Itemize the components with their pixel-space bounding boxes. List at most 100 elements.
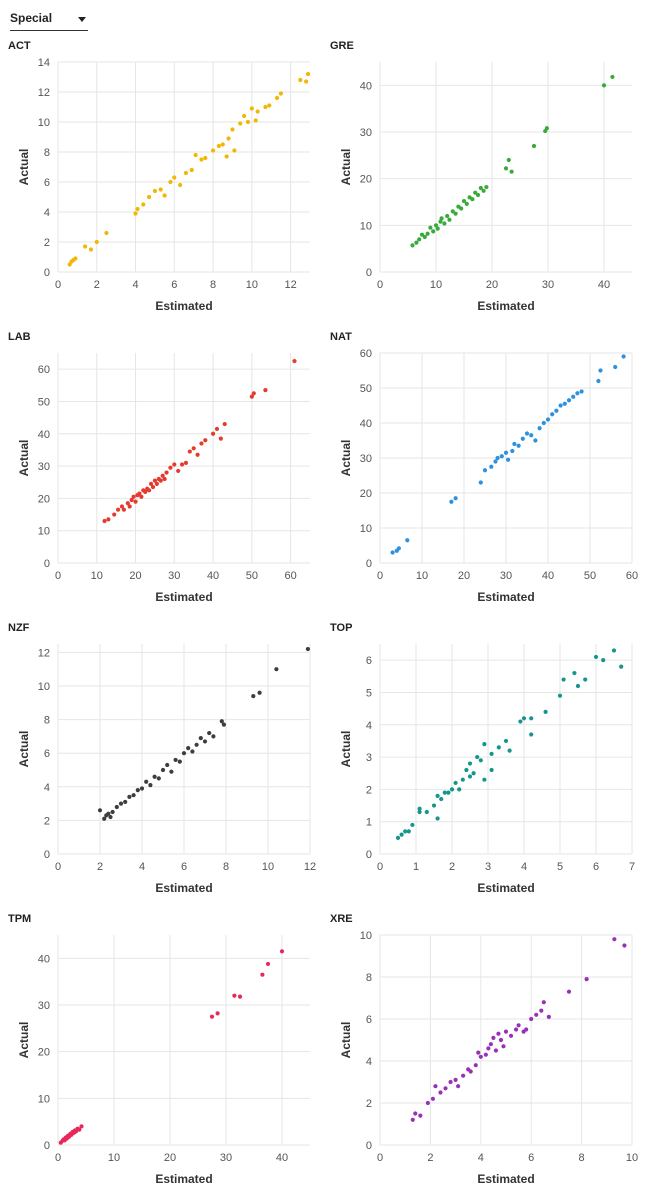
y-tick-label: 8 [366,972,372,984]
x-tick-label: 8 [223,861,229,873]
data-point [241,113,247,119]
y-tick-label: 20 [38,493,50,505]
data-point [503,1029,509,1034]
data-point [425,1100,430,1106]
x-tick-label: 30 [220,1152,232,1164]
data-point [193,152,198,158]
data-point [168,465,173,470]
data-point [179,462,185,467]
data-point [453,1077,458,1082]
data-point [186,746,191,751]
data-point [147,194,152,200]
data-point [584,977,589,982]
panel-title: NZF [8,622,30,634]
data-point [152,774,157,779]
x-tick-label: 0 [377,1152,383,1164]
y-tick-label: 30 [360,453,372,465]
data-point [141,202,146,207]
data-point [428,225,433,230]
data-point [133,499,138,504]
scatter-plot: 0 10 20 30 40 50 60 0 10 20 30 40 50 60 Estimated Actua… [339,348,638,604]
data-point [431,803,437,808]
x-tick-label: 7 [629,861,635,873]
y-tick-label: 20 [38,1047,50,1059]
y-tick-label: 0 [366,558,372,570]
data-point [207,730,212,736]
y-tick-label: 12 [38,647,50,659]
x-tick-label: 2 [427,1152,433,1164]
data-point [154,481,159,486]
data-point [507,748,512,753]
x-tick-label: 6 [181,861,187,873]
data-point [418,1113,423,1118]
data-point [150,484,156,490]
y-tick-label: 0 [366,1140,372,1152]
data-point [83,244,88,249]
data-point [520,436,525,441]
data-point [529,732,534,737]
data-point [115,507,121,512]
data-point [473,190,478,195]
y-tick-label: 6 [44,748,50,760]
data-point [478,480,483,485]
data-point [471,771,476,776]
x-axis-label: Estimated [477,590,534,604]
data-point [190,749,195,754]
data-point [438,1090,443,1095]
data-point [450,209,455,214]
data-point [173,757,178,763]
data-point [579,389,584,394]
data-point [503,450,509,455]
data-point [414,240,419,245]
data-point [79,1124,84,1129]
x-tick-label: 30 [542,279,554,291]
data-point [135,206,140,212]
data-point [202,739,208,744]
data-point [499,454,504,459]
data-point [503,738,509,744]
data-point [189,167,194,173]
x-axis-label: Estimated [155,590,212,604]
panel-title: TOP [330,622,353,634]
y-tick-label: 40 [360,418,372,430]
data-point [210,148,216,153]
x-tick-label: 8 [210,279,216,291]
data-point [622,943,627,948]
data-point [399,832,404,837]
data-point [274,95,280,101]
data-point [102,518,107,524]
y-tick-label: 6 [366,1014,372,1026]
data-point [524,431,530,436]
filter-dropdown[interactable]: Special [10,8,88,31]
data-point [253,118,258,123]
x-tick-label: 10 [246,279,258,291]
data-point [550,412,555,417]
data-point [533,438,538,443]
data-point [410,1117,415,1122]
x-tick-label: 2 [97,861,103,873]
scatter-panel-xre: XRE 0 2 4 6 8 10 0 2 4 6 8 10 Estimated Actual [330,913,642,1188]
data-point [425,231,430,236]
y-tick-label: 8 [44,147,50,159]
scatter-plot: 0 10 20 30 40 0 10 20 30 40 Estimated Actual [17,935,310,1186]
data-point [438,219,443,224]
data-point [129,497,134,503]
y-tick-label: 6 [44,177,50,189]
data-point [483,1052,488,1057]
data-point [521,716,527,721]
data-point [419,232,425,237]
data-point [221,722,226,727]
data-point [147,488,152,493]
y-tick-label: 1 [366,817,372,829]
data-point [468,1069,473,1074]
data-point [478,185,483,191]
data-point [439,796,444,802]
y-tick-label: 4 [44,207,50,219]
y-tick-label: 4 [366,1056,372,1068]
data-point [482,742,487,747]
y-tick-label: 30 [360,127,372,139]
x-tick-label: 5 [557,861,563,873]
data-point [199,441,204,446]
data-point [422,234,427,240]
data-point [194,742,199,747]
